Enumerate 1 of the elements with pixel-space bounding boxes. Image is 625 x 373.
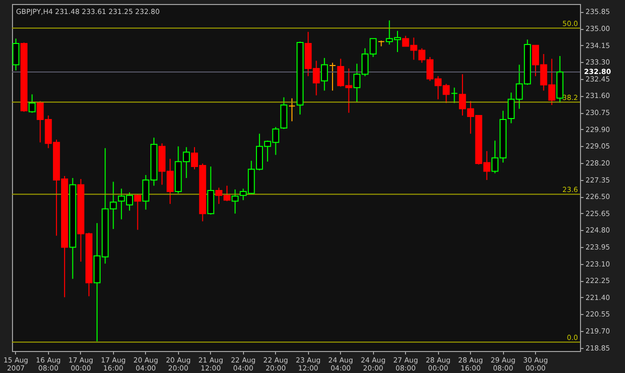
candlestick — [329, 62, 336, 91]
